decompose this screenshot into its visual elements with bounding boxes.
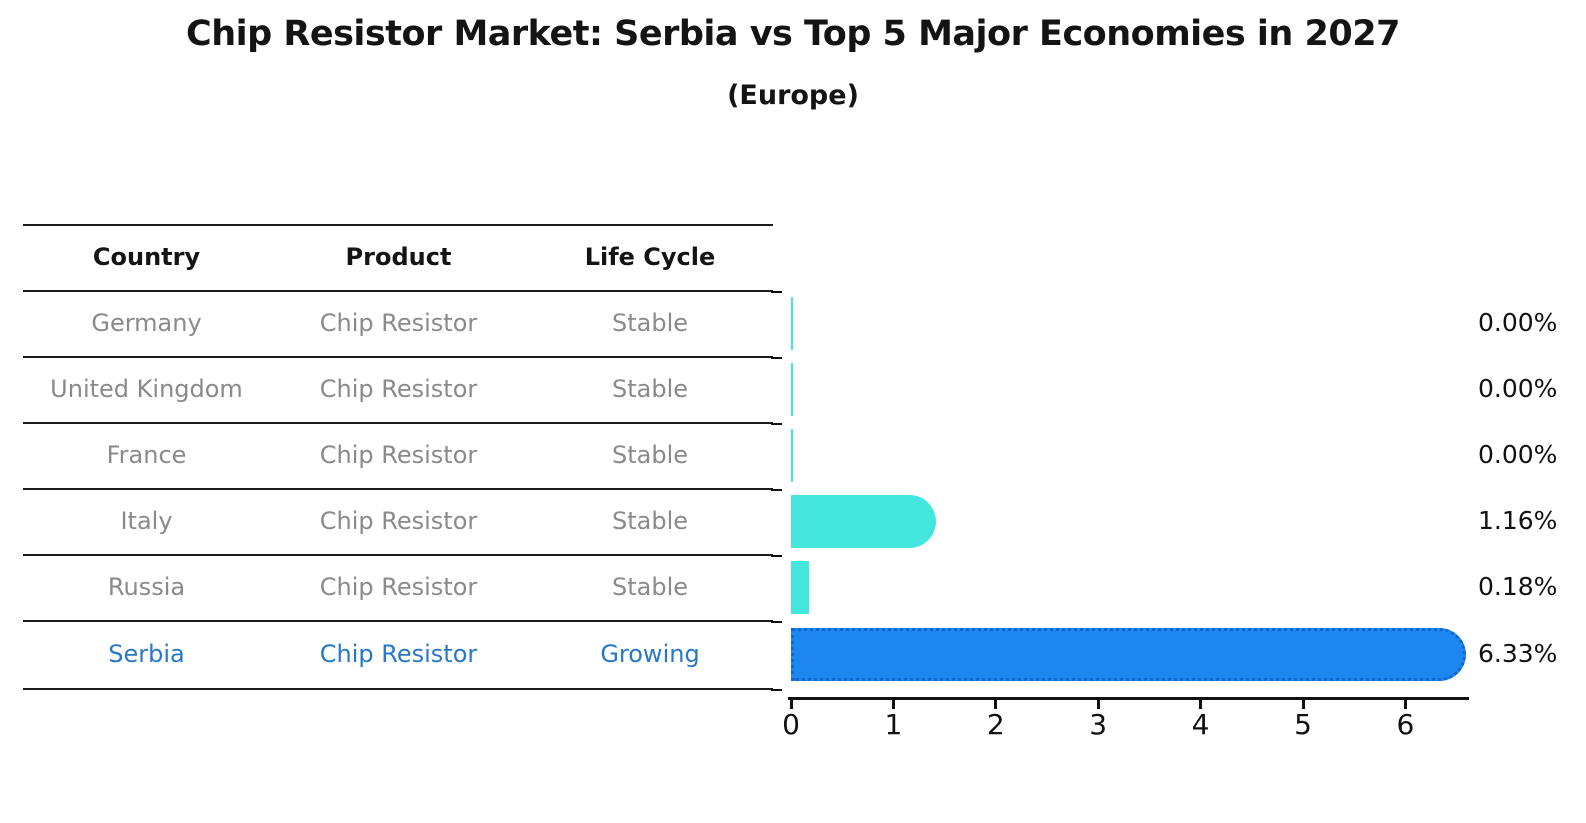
cell-product: Chip Resistor	[319, 573, 478, 601]
x-tick-label: 4	[1191, 708, 1210, 741]
cell-product: Chip Resistor	[319, 309, 478, 337]
cell-product: Chip Resistor	[319, 441, 478, 469]
bar-united-kingdom	[791, 362, 793, 416]
y-tick-mark	[771, 357, 782, 359]
cell-country: France	[106, 441, 187, 469]
value-label-france: 0.00%	[1478, 440, 1558, 469]
table-row-france: France Chip Resistor Stable	[23, 422, 773, 488]
table-rule	[23, 224, 773, 227]
value-label-italy: 1.16%	[1478, 506, 1558, 535]
x-tick-label: 2	[986, 708, 1005, 741]
x-tick-label: 1	[884, 708, 903, 741]
y-tick-mark	[771, 489, 782, 491]
bar-serbia	[791, 627, 1466, 681]
table-row-russia: Russia Chip Resistor Stable	[23, 554, 773, 620]
cell-country: Russia	[107, 573, 186, 601]
y-tick-mark	[771, 621, 782, 623]
y-tick-mark	[771, 555, 782, 557]
chart-subtitle: (Europe)	[727, 80, 859, 111]
x-tick-label: 0	[782, 708, 800, 741]
x-tick-mark	[994, 700, 998, 709]
x-tick-mark	[1199, 700, 1203, 709]
x-tick-mark	[891, 700, 895, 709]
chart-title: Chip Resistor Market: Serbia vs Top 5 Ma…	[186, 14, 1400, 54]
cell-lifecycle: Stable	[611, 441, 689, 469]
y-tick-mark	[771, 291, 782, 293]
value-label-germany: 0.00%	[1478, 308, 1558, 337]
x-tick-mark	[1403, 700, 1407, 709]
cell-lifecycle: Stable	[611, 375, 689, 403]
column-header-product: Product	[345, 243, 452, 271]
table-rule	[23, 620, 773, 622]
table-rule	[23, 688, 773, 690]
bar-germany	[791, 296, 793, 350]
value-label-united-kingdom: 0.00%	[1478, 374, 1558, 403]
table-header-row: Country Product Life Cycle	[23, 224, 773, 290]
cell-country: Germany	[91, 309, 202, 337]
bar-italy	[791, 494, 937, 548]
y-tick-mark	[771, 689, 782, 691]
x-axis-line	[788, 697, 1469, 700]
table-row-united-kingdom: United Kingdom Chip Resistor Stable	[23, 356, 773, 422]
cell-country: United Kingdom	[50, 375, 243, 403]
cell-product: Chip Resistor	[319, 375, 478, 403]
cell-lifecycle: Stable	[611, 573, 689, 601]
cell-product: Chip Resistor	[319, 507, 478, 535]
table-row-serbia: Serbia Chip Resistor Growing	[23, 620, 773, 688]
x-tick-label: 3	[1089, 708, 1108, 741]
table-rule	[23, 554, 773, 556]
table-row-germany: Germany Chip Resistor Stable	[23, 290, 773, 356]
column-header-lifecycle: Life Cycle	[584, 243, 716, 271]
table-rule	[23, 290, 773, 293]
x-tick-mark	[789, 700, 793, 709]
y-tick-mark	[771, 423, 782, 425]
x-tick-mark	[1096, 700, 1100, 709]
bar-france	[791, 428, 793, 482]
cell-country: Italy	[120, 507, 173, 535]
cell-product: Chip Resistor	[319, 640, 478, 668]
table-rule	[23, 356, 773, 358]
cell-country: Serbia	[108, 640, 185, 668]
table-rule	[23, 422, 773, 424]
column-header-country: Country	[92, 243, 201, 271]
cell-lifecycle: Stable	[611, 507, 689, 535]
x-tick-label: 6	[1396, 708, 1415, 741]
value-label-russia: 0.18%	[1478, 572, 1558, 601]
cell-lifecycle: Stable	[611, 309, 689, 337]
table-rule	[23, 488, 773, 490]
x-tick-mark	[1301, 700, 1305, 709]
value-label-serbia: 6.33%	[1478, 639, 1558, 668]
x-tick-label: 5	[1294, 708, 1312, 741]
table-row-italy: Italy Chip Resistor Stable	[23, 488, 773, 554]
cell-lifecycle: Growing	[600, 640, 700, 668]
bar-russia	[791, 560, 810, 614]
